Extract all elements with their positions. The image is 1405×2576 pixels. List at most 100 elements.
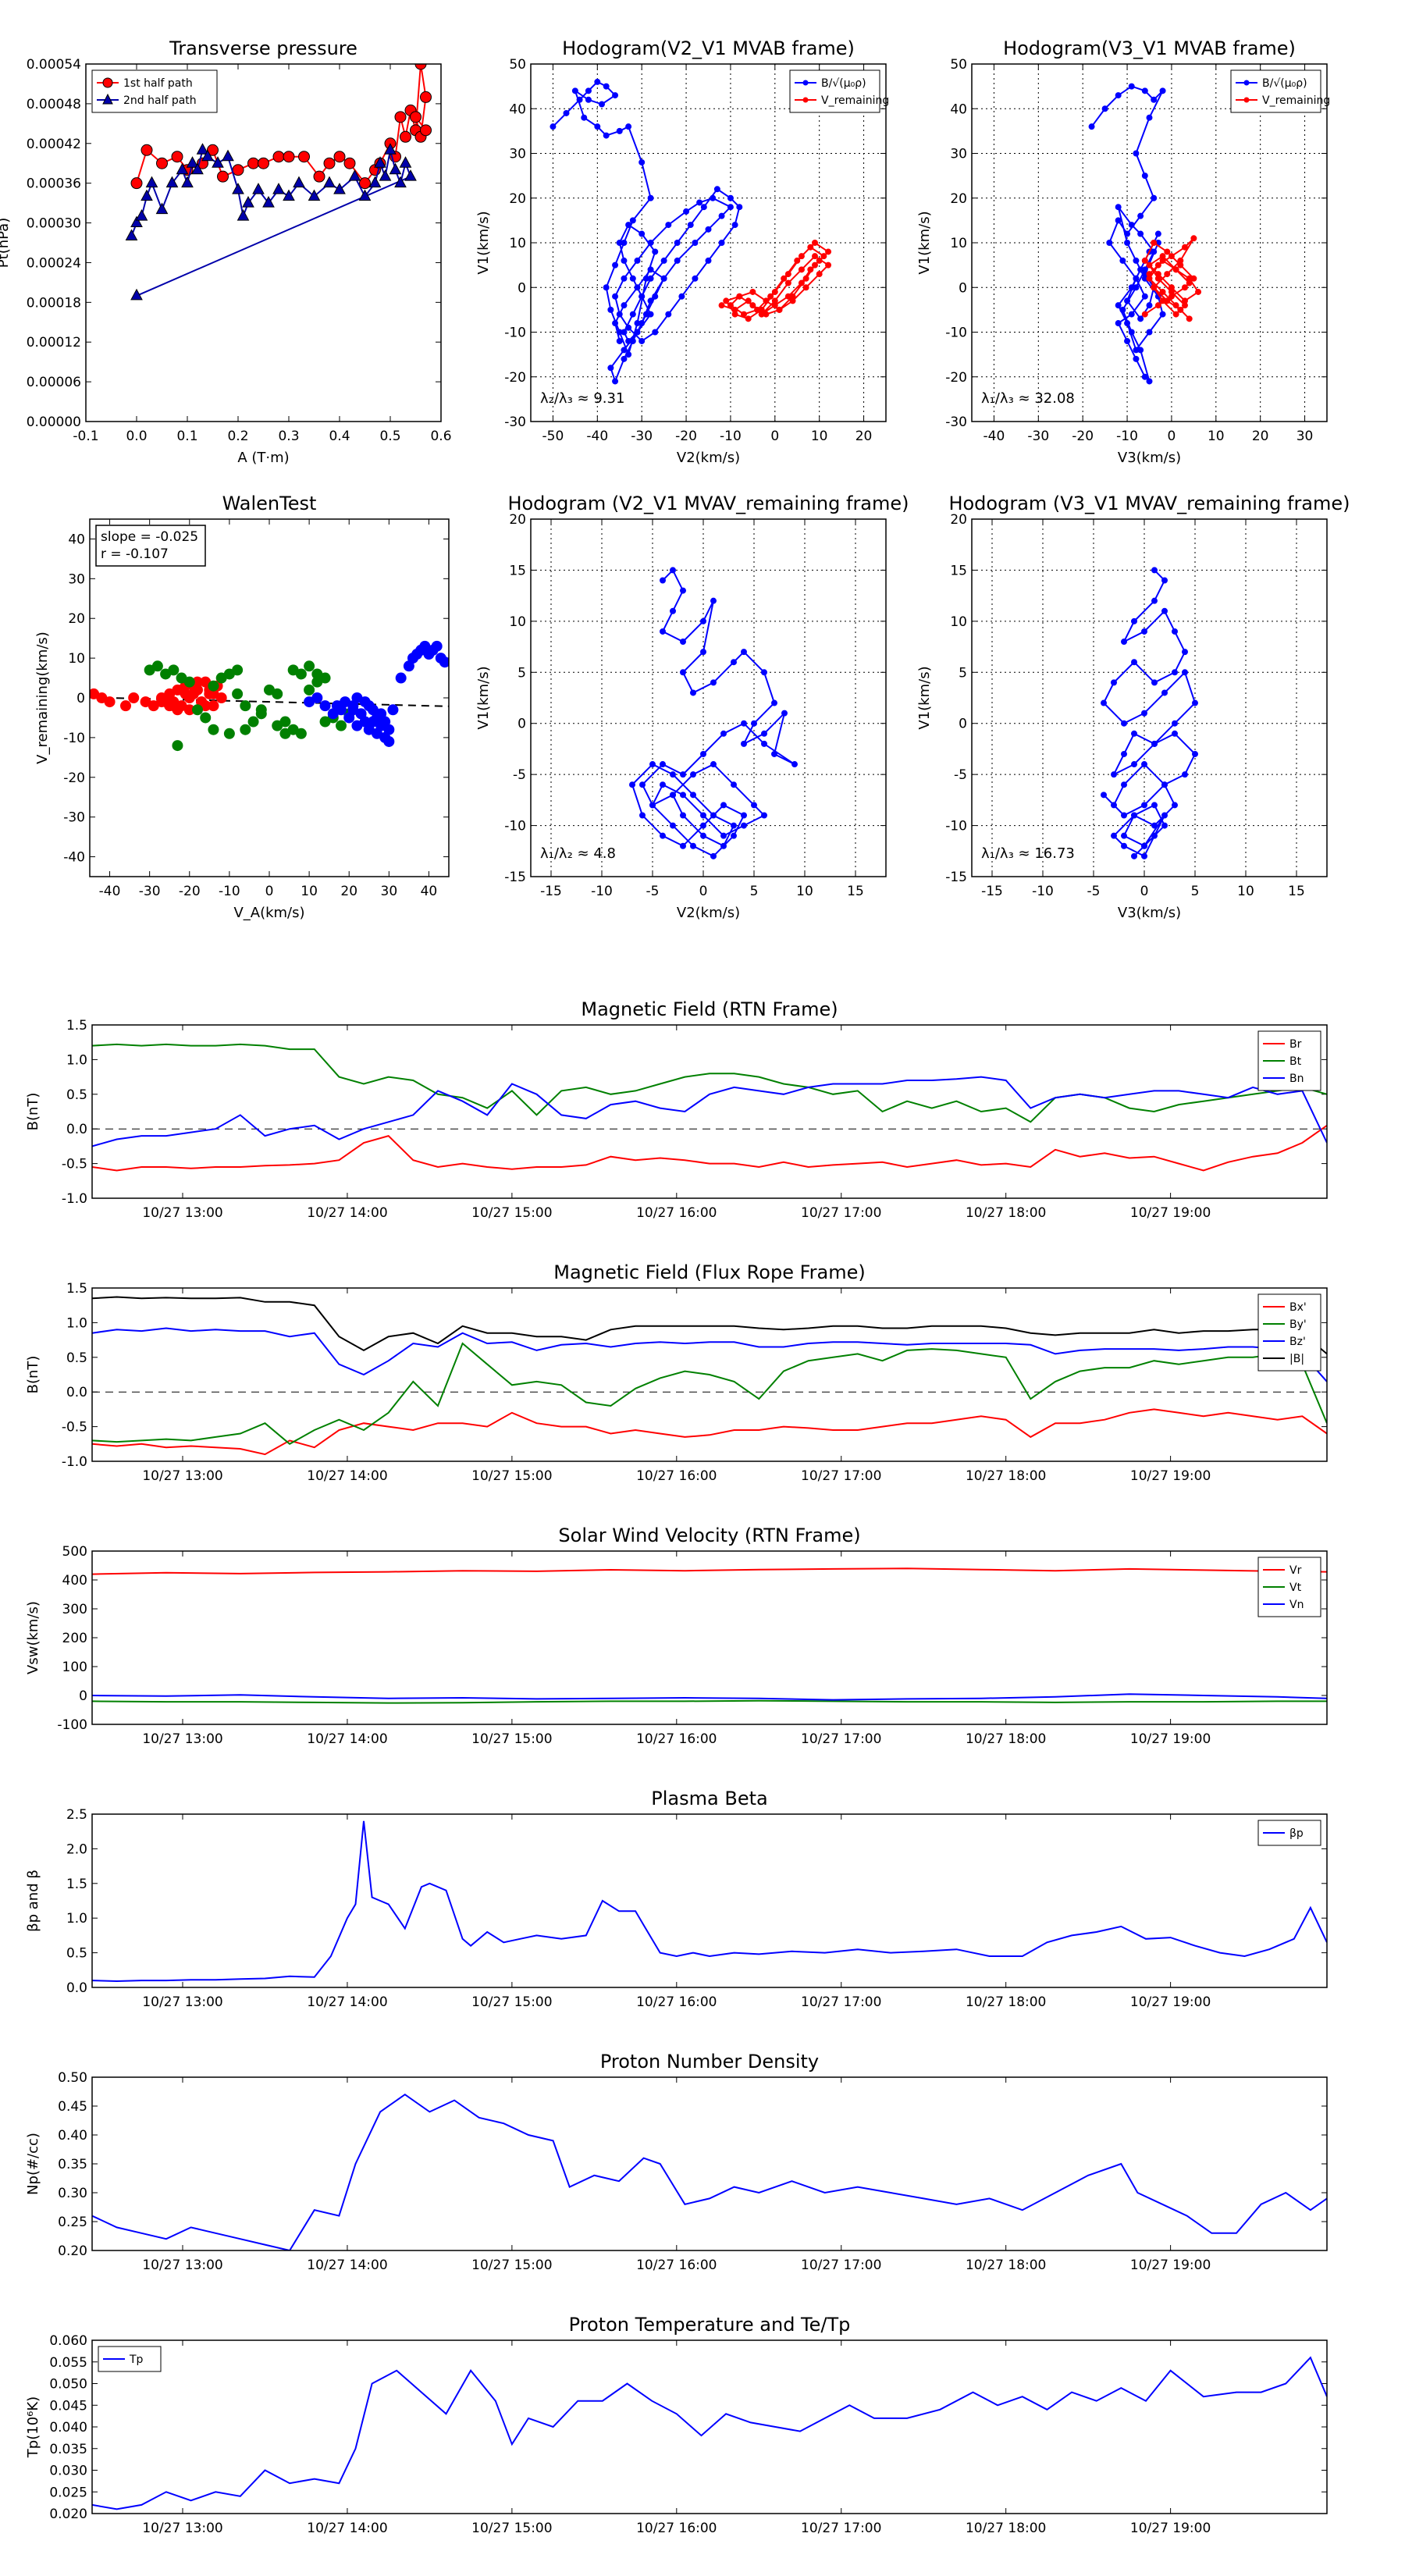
data-point [638,158,646,165]
chart-title: Solar Wind Velocity (RTN Frame) [558,1525,860,1546]
data-point [649,761,656,768]
data-point [639,812,646,819]
data-point [763,297,770,304]
y-tick-label: 10 [68,651,85,667]
data-point [165,176,179,188]
data-point [372,728,382,739]
data-point [1133,347,1140,354]
chart-mag-fluxrope: Magnetic Field (Flux Rope Frame) 10/27 13… [25,1261,1328,1484]
x-tick-label: -20 [1072,429,1094,444]
x-tick-label: -30 [631,429,653,444]
x-axis-label: A (T·m) [237,450,289,466]
plot-area [92,1567,1327,1704]
data-point [749,302,756,309]
data-point [731,781,737,788]
data-point [363,700,375,712]
data-point [1172,311,1179,318]
data-point [741,649,747,656]
x-tick-label: 5 [1191,884,1200,899]
y-tick-label: 300 [62,1602,87,1617]
data-point [680,812,686,819]
data-point [1133,257,1140,264]
chart-title: Hodogram(V3_V1 MVAB frame) [1003,37,1296,59]
data-point [798,266,805,273]
legend-label: 2nd half path [123,94,197,107]
data-point [1137,315,1144,322]
plot-frame [971,518,1328,877]
chart-plasma-beta: Plasma Beta 10/27 13:00 10/27 14:00 10/27 1… [25,1788,1328,2010]
legend: Br Bt Bn [1257,1030,1321,1091]
legend: Bx' By' Bz' |B| [1257,1293,1321,1372]
x-tick-label: -30 [1027,429,1049,444]
data-point [217,170,229,183]
data-point [731,822,737,829]
data-point [1137,212,1144,219]
data-point [710,761,717,768]
series-line [92,1693,1327,1701]
data-point [710,597,717,604]
data-point [1182,649,1188,656]
series-line [92,2093,1327,2250]
y-tick-label: -10 [63,731,85,746]
data-point [621,329,628,336]
data-point [1128,284,1135,291]
chart-hodogram-v3v1: Hodogram(V3_V1 MVAB frame) -40 -30 -20 -10 0 1… [916,37,1330,466]
data-point [384,143,397,155]
data-point [802,284,809,291]
x-tick-label: 10/27 15:00 [471,1994,552,2010]
data-point [1172,266,1179,273]
x-tick-label: 10 [796,884,813,899]
data-point [680,669,686,676]
y-tick-label: -15 [504,870,526,885]
x-tick-label: 5 [750,884,759,899]
data-point [1164,248,1171,255]
legend-label: By' [1289,1318,1307,1331]
x-tick-label: -10 [1032,884,1054,899]
data-point [629,311,636,318]
data-point [571,87,578,94]
data-point [616,337,623,344]
data-point [1151,802,1158,809]
data-point [670,792,676,799]
data-point [255,704,267,716]
data-point [279,728,291,739]
data-point [710,194,717,201]
data-point [741,822,747,829]
y-tick-label: 30 [509,147,526,162]
y-axis-label: B(nT) [25,1356,41,1394]
data-point [718,302,725,309]
data-point [687,222,694,229]
data-point [1151,240,1158,246]
data-point [1161,781,1168,788]
data-point [727,302,734,309]
data-point [232,164,244,176]
y-tick-label: 0 [959,717,967,732]
x-tick-label: 10/27 19:00 [1130,1205,1211,1221]
plot-frame [91,1550,1328,1725]
y-tick-label: 0.00000 [27,415,81,430]
data-point [1141,852,1147,859]
data-point [1141,710,1147,717]
data-point [603,132,610,139]
data-point [367,716,379,728]
data-point [125,229,138,241]
y-tick-label: 0.30 [58,2186,87,2201]
data-point [181,176,194,188]
x-tick-label: -10 [591,884,613,899]
x-tick-label: 0.4 [329,429,350,444]
data-point [379,169,392,181]
x-tick-label: 0.2 [227,429,248,444]
x-tick-label: 10/27 18:00 [966,1994,1046,2010]
data-point [1168,288,1175,295]
data-point [634,257,641,264]
y-tick-label: 10 [509,614,526,630]
y-axis-label: βp and β [25,1870,41,1932]
data-point [379,716,391,728]
data-point [1141,628,1147,635]
y-tick-label: 0.50 [58,2070,87,2086]
x-tick-label: 10/27 18:00 [966,1731,1046,1747]
data-point [1161,812,1168,819]
chart-title: Magnetic Field (Flux Rope Frame) [553,1261,865,1283]
data-point [1182,669,1188,676]
x-tick-label: 10/27 19:00 [1130,2258,1211,2273]
